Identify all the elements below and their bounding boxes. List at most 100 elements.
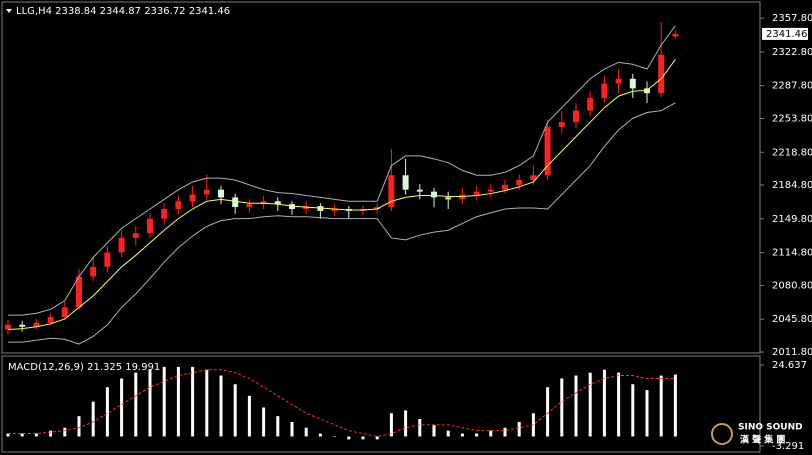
candle-body [90,266,97,277]
macd-bar [588,372,592,437]
y-tick-label: 2149.80 [772,214,812,225]
macd-bar [162,366,166,437]
macd-bar [475,433,479,437]
macd-bar [418,419,422,437]
candle-body [132,233,139,238]
price-tag: 2341.46 [766,29,807,40]
macd-bar [361,436,365,440]
macd-bar [134,372,138,437]
candle-body [76,276,82,308]
candle-body [47,317,54,323]
line [7,59,676,331]
y-tick-label: 2253.80 [772,113,812,124]
candle-body [232,197,239,208]
candle-body [544,126,551,176]
y-tick-label: 2080.80 [772,280,812,291]
macd-bar [49,430,53,437]
macd-bar [546,387,550,437]
candle-body [104,252,111,267]
candle-body [416,189,423,192]
macd-bar [659,375,663,437]
macd-bar [233,384,237,437]
chart-title: LLG,H4 2338.84 2344.87 2336.72 2341.46 [16,6,230,17]
macd-bar [20,433,24,437]
candle-body [331,208,338,211]
line [8,102,676,345]
macd-bar [318,433,322,437]
candle-body [516,180,523,185]
macd-bar [432,424,436,437]
candle-body [502,184,508,190]
candle-body [246,204,253,208]
y-tick-label: 24.637 [772,360,807,371]
macd-bar [446,430,450,437]
candle-body [61,307,68,318]
macd-bar [120,378,124,437]
macd-bar [176,366,180,437]
candle-body [558,122,565,127]
macd-bar [517,421,521,437]
macd-bar [6,433,10,437]
candle-body [601,83,608,99]
macd-bar [645,390,649,437]
candle-body [161,208,168,219]
macd-bar [105,387,109,437]
candle-body [402,175,409,190]
candle-body [658,54,665,94]
macd-bar [333,436,337,437]
candle-body [218,189,224,198]
brand-sub: 漢 聲 集 團 [740,434,785,446]
macd-frame [1,355,761,453]
macd-bar [262,407,266,437]
candle-body [374,207,381,209]
macd-bar [460,433,464,437]
price-tag-box [762,27,808,40]
macd-bar [602,369,606,437]
main-frame [1,1,761,354]
macd-bar [77,416,81,437]
candle-body [19,324,26,327]
macd-bar [389,413,393,437]
watermark: SINO SOUND 漢 聲 集 團 [711,423,803,446]
y-tick-label: 2184.80 [772,180,812,191]
candle-body [189,194,196,202]
macd-bar [276,416,280,437]
macd-bar [673,374,677,437]
macd-bar [290,421,294,437]
line [8,369,676,437]
candle-body [274,201,281,205]
logo [711,423,733,445]
macd-bar [219,375,223,437]
candle-body [629,78,636,89]
macd-bar [247,395,251,437]
y-tick-label: -3.291 [772,441,804,452]
candle-body [530,175,537,181]
macd-bar [91,401,95,437]
y-tick-label: 2011.80 [772,347,812,358]
macd-bar [63,427,67,437]
macd-title: MACD(12,26,9) 21.325 19.991 [8,362,160,373]
line [8,25,676,316]
y-tick-label: 2218.80 [772,147,812,158]
macd-bar [191,366,195,437]
macd-bar [148,369,152,437]
macd-bar [347,436,351,440]
macd-bar [489,430,493,437]
macd-bar [205,369,209,437]
candle-body [118,237,125,253]
macd-bar [574,375,578,437]
candle-body [431,191,437,198]
candle-body [388,175,395,208]
y-tick-label: 2357.80 [772,13,812,24]
macd-bar [404,410,408,437]
candle-body [175,201,182,209]
menu-arrow [6,9,12,13]
macd-bar [617,372,621,437]
candle-body [33,322,40,327]
brand: SINO SOUND [738,423,803,433]
candle-body [587,98,594,111]
candle-body [147,218,153,234]
candle-body [473,191,480,195]
macd-bar [631,384,635,437]
